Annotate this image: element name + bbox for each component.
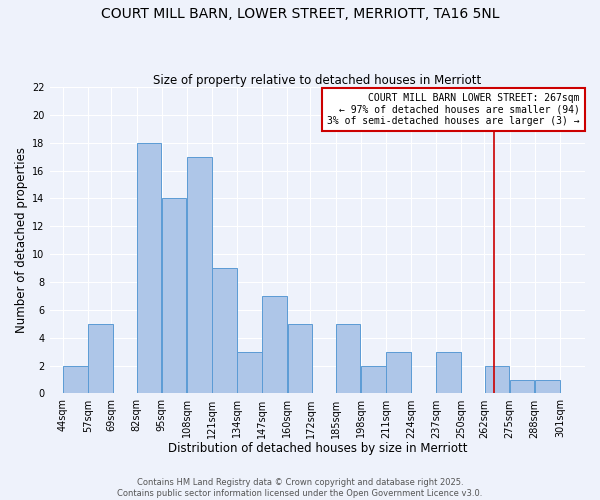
Bar: [336, 324, 361, 394]
Bar: [535, 380, 560, 394]
Bar: [137, 142, 161, 394]
Title: Size of property relative to detached houses in Merriott: Size of property relative to detached ho…: [153, 74, 481, 87]
Bar: [386, 352, 411, 394]
Bar: [187, 156, 212, 394]
Bar: [238, 352, 262, 394]
Bar: [436, 352, 461, 394]
Bar: [510, 380, 535, 394]
Text: COURT MILL BARN LOWER STREET: 267sqm
← 97% of detached houses are smaller (94)
3: COURT MILL BARN LOWER STREET: 267sqm ← 9…: [327, 93, 580, 126]
Bar: [162, 198, 187, 394]
Bar: [485, 366, 509, 394]
X-axis label: Distribution of detached houses by size in Merriott: Distribution of detached houses by size …: [167, 442, 467, 455]
Bar: [262, 296, 287, 394]
Text: COURT MILL BARN, LOWER STREET, MERRIOTT, TA16 5NL: COURT MILL BARN, LOWER STREET, MERRIOTT,…: [101, 8, 499, 22]
Bar: [64, 366, 88, 394]
Bar: [212, 268, 237, 394]
Bar: [88, 324, 113, 394]
Y-axis label: Number of detached properties: Number of detached properties: [15, 147, 28, 333]
Bar: [361, 366, 386, 394]
Text: Contains HM Land Registry data © Crown copyright and database right 2025.
Contai: Contains HM Land Registry data © Crown c…: [118, 478, 482, 498]
Bar: [287, 324, 312, 394]
